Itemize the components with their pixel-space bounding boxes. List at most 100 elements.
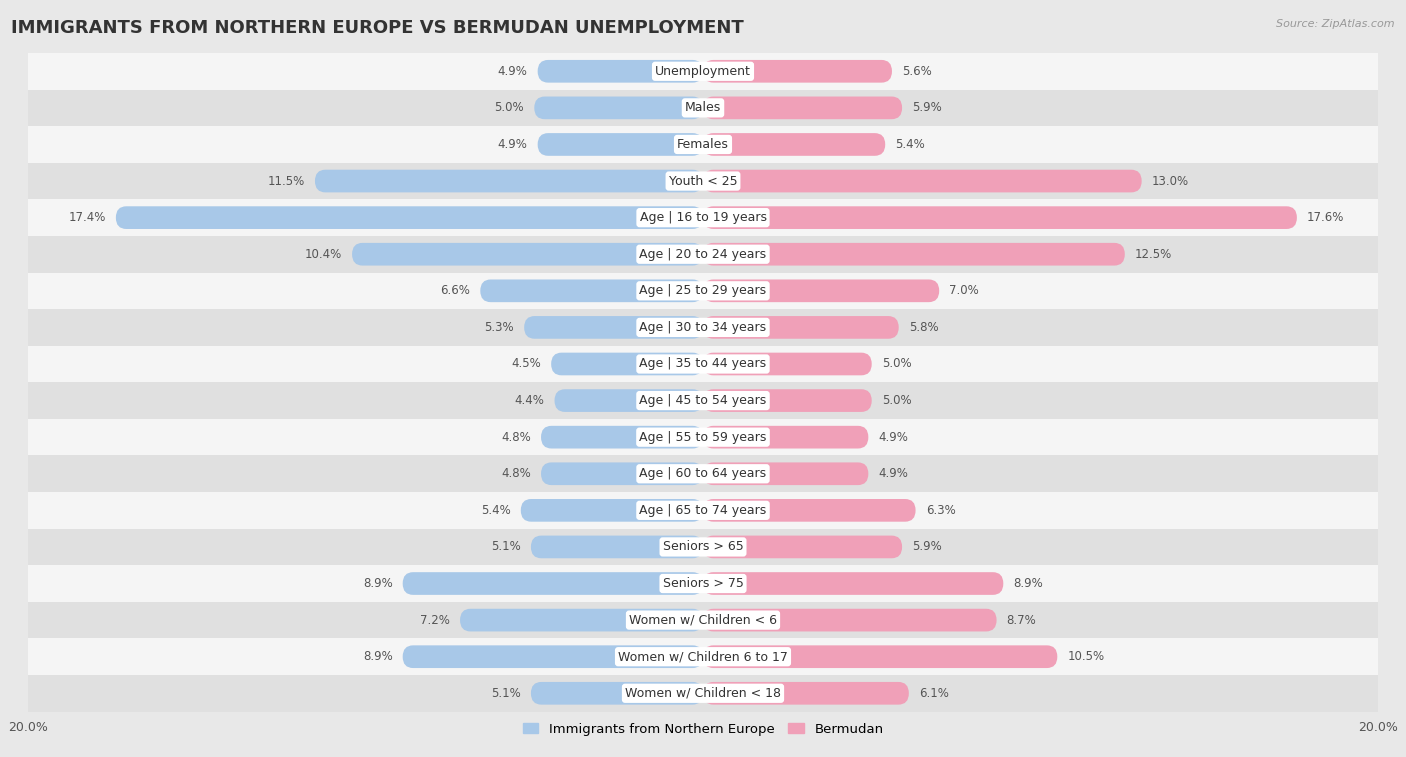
FancyBboxPatch shape	[703, 536, 903, 558]
FancyBboxPatch shape	[460, 609, 703, 631]
Text: 5.0%: 5.0%	[882, 357, 911, 370]
Text: 8.9%: 8.9%	[363, 577, 392, 590]
FancyBboxPatch shape	[534, 97, 703, 119]
Bar	[28, 492, 1378, 528]
Text: 17.6%: 17.6%	[1308, 211, 1344, 224]
Legend: Immigrants from Northern Europe, Bermudan: Immigrants from Northern Europe, Bermuda…	[517, 718, 889, 741]
Text: 4.8%: 4.8%	[501, 431, 531, 444]
Bar	[28, 528, 1378, 565]
Text: Age | 25 to 29 years: Age | 25 to 29 years	[640, 285, 766, 298]
FancyBboxPatch shape	[551, 353, 703, 375]
FancyBboxPatch shape	[402, 572, 703, 595]
Text: 4.4%: 4.4%	[515, 394, 544, 407]
FancyBboxPatch shape	[481, 279, 703, 302]
Text: Age | 45 to 54 years: Age | 45 to 54 years	[640, 394, 766, 407]
Text: Source: ZipAtlas.com: Source: ZipAtlas.com	[1277, 19, 1395, 29]
FancyBboxPatch shape	[402, 646, 703, 668]
Text: 5.9%: 5.9%	[912, 540, 942, 553]
Text: 13.0%: 13.0%	[1152, 175, 1189, 188]
Bar	[28, 163, 1378, 199]
Bar	[28, 602, 1378, 638]
FancyBboxPatch shape	[537, 133, 703, 156]
Text: IMMIGRANTS FROM NORTHERN EUROPE VS BERMUDAN UNEMPLOYMENT: IMMIGRANTS FROM NORTHERN EUROPE VS BERMU…	[11, 19, 744, 37]
FancyBboxPatch shape	[541, 463, 703, 485]
FancyBboxPatch shape	[703, 133, 886, 156]
Bar	[28, 382, 1378, 419]
Text: 8.7%: 8.7%	[1007, 614, 1036, 627]
Text: 5.8%: 5.8%	[908, 321, 938, 334]
FancyBboxPatch shape	[703, 279, 939, 302]
Bar	[28, 675, 1378, 712]
FancyBboxPatch shape	[531, 536, 703, 558]
FancyBboxPatch shape	[703, 170, 1142, 192]
FancyBboxPatch shape	[524, 316, 703, 338]
Text: Seniors > 75: Seniors > 75	[662, 577, 744, 590]
Text: Age | 65 to 74 years: Age | 65 to 74 years	[640, 504, 766, 517]
Text: Females: Females	[678, 138, 728, 151]
FancyBboxPatch shape	[315, 170, 703, 192]
Bar	[28, 89, 1378, 126]
Bar	[28, 53, 1378, 89]
Bar	[28, 346, 1378, 382]
Text: 5.0%: 5.0%	[882, 394, 911, 407]
Text: 6.1%: 6.1%	[920, 687, 949, 699]
Bar	[28, 419, 1378, 456]
Bar	[28, 309, 1378, 346]
Text: Age | 60 to 64 years: Age | 60 to 64 years	[640, 467, 766, 480]
Text: Women w/ Children < 18: Women w/ Children < 18	[626, 687, 780, 699]
Text: 10.4%: 10.4%	[305, 248, 342, 260]
Text: 6.6%: 6.6%	[440, 285, 470, 298]
FancyBboxPatch shape	[703, 97, 903, 119]
Text: Seniors > 65: Seniors > 65	[662, 540, 744, 553]
FancyBboxPatch shape	[703, 609, 997, 631]
FancyBboxPatch shape	[703, 499, 915, 522]
Text: 5.1%: 5.1%	[491, 540, 520, 553]
Text: 17.4%: 17.4%	[69, 211, 105, 224]
Text: 4.9%: 4.9%	[879, 467, 908, 480]
FancyBboxPatch shape	[554, 389, 703, 412]
Text: 8.9%: 8.9%	[363, 650, 392, 663]
FancyBboxPatch shape	[531, 682, 703, 705]
Text: 5.3%: 5.3%	[485, 321, 515, 334]
Bar	[28, 199, 1378, 236]
Bar	[28, 236, 1378, 273]
Text: 5.0%: 5.0%	[495, 101, 524, 114]
Bar	[28, 273, 1378, 309]
Text: Youth < 25: Youth < 25	[669, 175, 737, 188]
Text: 5.9%: 5.9%	[912, 101, 942, 114]
FancyBboxPatch shape	[703, 353, 872, 375]
FancyBboxPatch shape	[520, 499, 703, 522]
FancyBboxPatch shape	[703, 389, 872, 412]
Text: 4.9%: 4.9%	[879, 431, 908, 444]
Text: 4.8%: 4.8%	[501, 467, 531, 480]
Text: 10.5%: 10.5%	[1067, 650, 1105, 663]
Text: 7.2%: 7.2%	[420, 614, 450, 627]
Bar	[28, 565, 1378, 602]
Text: 6.3%: 6.3%	[925, 504, 956, 517]
Text: 4.9%: 4.9%	[498, 65, 527, 78]
Text: 8.9%: 8.9%	[1014, 577, 1043, 590]
Text: Age | 30 to 34 years: Age | 30 to 34 years	[640, 321, 766, 334]
FancyBboxPatch shape	[703, 60, 891, 83]
Bar	[28, 126, 1378, 163]
FancyBboxPatch shape	[703, 207, 1296, 229]
Text: Women w/ Children 6 to 17: Women w/ Children 6 to 17	[619, 650, 787, 663]
FancyBboxPatch shape	[537, 60, 703, 83]
Text: Women w/ Children < 6: Women w/ Children < 6	[628, 614, 778, 627]
Text: 7.0%: 7.0%	[949, 285, 979, 298]
Text: 12.5%: 12.5%	[1135, 248, 1173, 260]
Text: Unemployment: Unemployment	[655, 65, 751, 78]
FancyBboxPatch shape	[703, 316, 898, 338]
FancyBboxPatch shape	[352, 243, 703, 266]
FancyBboxPatch shape	[703, 243, 1125, 266]
Bar	[28, 456, 1378, 492]
Text: 4.5%: 4.5%	[512, 357, 541, 370]
Text: Age | 55 to 59 years: Age | 55 to 59 years	[640, 431, 766, 444]
FancyBboxPatch shape	[703, 426, 869, 448]
FancyBboxPatch shape	[115, 207, 703, 229]
FancyBboxPatch shape	[703, 463, 869, 485]
Text: Age | 35 to 44 years: Age | 35 to 44 years	[640, 357, 766, 370]
Bar	[28, 638, 1378, 675]
Text: Age | 16 to 19 years: Age | 16 to 19 years	[640, 211, 766, 224]
Text: 5.4%: 5.4%	[896, 138, 925, 151]
